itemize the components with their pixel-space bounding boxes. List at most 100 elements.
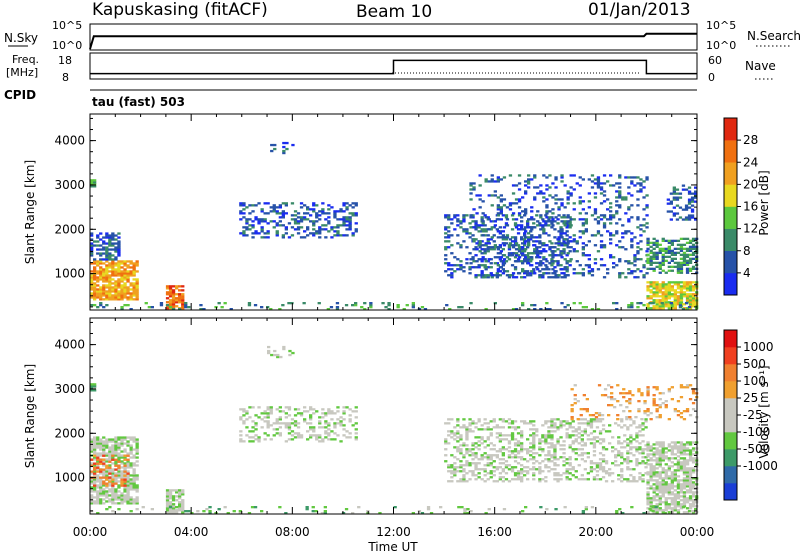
data-cell (661, 257, 665, 260)
colorbar-swatch (724, 449, 737, 467)
data-cell (501, 476, 505, 479)
data-cell (175, 511, 179, 514)
data-cell (676, 295, 681, 298)
data-cell (526, 260, 530, 263)
x-tick-label: 20:00 (579, 525, 614, 539)
data-cell (532, 466, 536, 469)
data-cell (637, 408, 641, 411)
data-cell (658, 398, 662, 401)
data-cell (646, 473, 650, 476)
data-cell (578, 236, 582, 239)
data-cell (673, 305, 677, 308)
data-cell (569, 194, 573, 197)
data-cell (111, 286, 115, 289)
data-cell (551, 260, 555, 263)
data-cell (444, 270, 448, 273)
data-cell (691, 237, 696, 240)
data-cell (90, 248, 94, 251)
data-cell (681, 208, 686, 211)
data-cell (635, 450, 639, 453)
data-cell (664, 293, 668, 296)
data-cell (117, 262, 121, 265)
data-cell (682, 495, 687, 498)
nsky-label: N.Sky (4, 31, 38, 45)
data-cell (676, 463, 681, 466)
data-cell (539, 506, 543, 509)
data-cell (496, 212, 500, 215)
data-cell (453, 472, 457, 475)
data-cell (658, 497, 662, 500)
data-cell (105, 298, 109, 301)
date-title: 01/Jan/2013 (588, 0, 691, 20)
data-cell (496, 180, 500, 183)
data-cell (687, 510, 692, 513)
data-cell (673, 473, 677, 476)
data-cell (553, 228, 557, 231)
data-cell (583, 452, 587, 455)
data-cell (571, 420, 575, 423)
data-cell (501, 418, 505, 421)
data-cell (667, 283, 671, 286)
data-cell (120, 502, 124, 505)
data-cell (691, 453, 696, 456)
data-cell (456, 218, 460, 221)
data-cell (111, 446, 115, 449)
data-cell (562, 272, 566, 275)
data-cell (608, 472, 612, 475)
data-cell (120, 438, 124, 441)
data-cell (275, 224, 279, 227)
data-cell (524, 212, 528, 215)
data-cell (90, 183, 94, 186)
data-cell (538, 242, 542, 245)
data-cell (275, 212, 279, 215)
data-cell (635, 440, 639, 443)
data-cell (282, 145, 286, 149)
data-cell (269, 424, 273, 427)
data-cell (667, 511, 671, 514)
data-cell (641, 422, 645, 425)
data-cell (132, 290, 136, 293)
data-cell (489, 462, 493, 465)
data-cell (117, 294, 121, 297)
data-cell (646, 499, 650, 502)
data-cell (676, 509, 681, 512)
data-cell (655, 503, 659, 506)
data-cell (132, 298, 136, 301)
data-cell (652, 475, 656, 478)
data-cell (269, 406, 273, 409)
data-cell (126, 272, 130, 275)
data-cell (635, 460, 639, 463)
data-cell (135, 298, 139, 301)
data-cell (670, 285, 674, 288)
data-cell (333, 422, 337, 425)
data-cell (532, 236, 536, 239)
data-cell (120, 260, 124, 263)
data-cell (339, 208, 343, 211)
data-cell (655, 291, 659, 294)
data-cell (676, 263, 681, 266)
data-cell (114, 464, 118, 467)
data-cell (275, 232, 279, 235)
data-cell (462, 426, 466, 429)
data-cell (456, 220, 460, 223)
data-cell (129, 438, 133, 441)
data-cell (550, 258, 554, 261)
data-cell (574, 440, 578, 443)
data-cell (99, 238, 103, 241)
data-cell (309, 428, 313, 431)
data-cell (544, 434, 548, 437)
data-cell (90, 282, 94, 285)
data-cell (572, 174, 576, 177)
data-cell (630, 246, 634, 249)
data-cell (626, 450, 630, 453)
data-cell (562, 250, 566, 253)
data-cell (681, 188, 686, 191)
data-cell (341, 512, 346, 515)
data-cell (495, 272, 499, 275)
data-cell (287, 222, 292, 225)
data-cell (673, 477, 677, 480)
data-cell (667, 503, 671, 506)
data-cell (673, 453, 677, 456)
data-cell (504, 222, 509, 225)
data-cell (260, 218, 264, 221)
